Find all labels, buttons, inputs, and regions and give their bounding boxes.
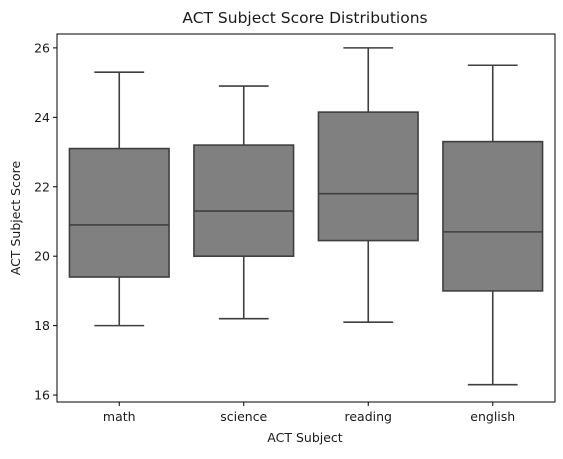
y-tick-label-18: 18 bbox=[34, 318, 50, 333]
box-math bbox=[68, 71, 170, 327]
x-axis-ticks: math science reading english bbox=[103, 402, 515, 424]
box-english bbox=[442, 64, 544, 386]
y-axis-ticks: 16 18 20 22 24 26 bbox=[34, 40, 57, 403]
y-tick-label-16: 16 bbox=[34, 388, 50, 403]
box-reading bbox=[317, 47, 419, 323]
iqr-box-english bbox=[442, 140, 544, 292]
iqr-box-math bbox=[68, 147, 170, 278]
x-tick-label-english: english bbox=[470, 409, 515, 424]
y-tick-label-26: 26 bbox=[34, 40, 50, 55]
chart-title: ACT Subject Score Distributions bbox=[182, 9, 427, 27]
x-tick-label-science: science bbox=[220, 409, 267, 424]
x-tick-label-math: math bbox=[103, 409, 136, 424]
x-tick-label-reading: reading bbox=[345, 409, 392, 424]
y-tick-label-24: 24 bbox=[34, 110, 50, 125]
x-axis-label: ACT Subject bbox=[267, 430, 342, 445]
plot-layer bbox=[68, 47, 544, 386]
y-axis-label: ACT Subject Score bbox=[8, 161, 23, 276]
y-tick-label-20: 20 bbox=[34, 249, 50, 264]
iqr-box-science bbox=[193, 144, 295, 257]
iqr-box-reading bbox=[317, 111, 419, 242]
box-science bbox=[193, 85, 295, 320]
plot-frame bbox=[56, 33, 556, 403]
y-tick-label-22: 22 bbox=[34, 179, 50, 194]
